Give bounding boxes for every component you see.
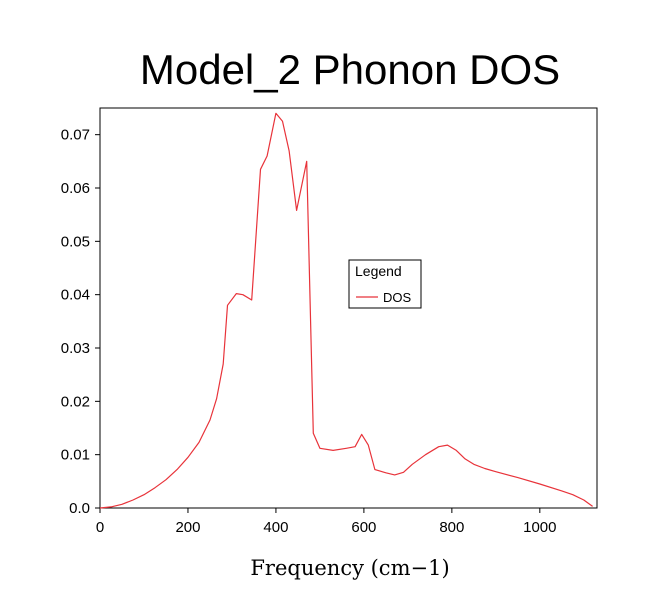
y-tick-label: 0.03 bbox=[61, 340, 90, 357]
x-tick-label: 200 bbox=[175, 519, 200, 536]
y-tick-label: 0.02 bbox=[61, 393, 90, 410]
chart-title: Model_2 Phonon DOS bbox=[140, 46, 560, 93]
y-tick-label: 0.07 bbox=[61, 127, 90, 144]
x-tick-label: 400 bbox=[263, 519, 288, 536]
y-tick-label: 0.0 bbox=[69, 500, 90, 517]
x-tick-label: 0 bbox=[96, 519, 104, 536]
y-axis: 0.0 0.01 0.02 0.03 0.04 0.05 0.06 0.07 bbox=[61, 127, 100, 517]
y-tick-label: 0.01 bbox=[61, 447, 90, 464]
legend: Legend DOS bbox=[348, 259, 422, 309]
plot-frame bbox=[99, 107, 598, 509]
plot-area: 0.0 0.01 0.02 0.03 0.04 0.05 0.06 0.07 0 200 400 6… bbox=[61, 107, 598, 536]
x-tick-label: 800 bbox=[439, 519, 464, 536]
x-tick-label: 1000 bbox=[523, 519, 556, 536]
series-layer bbox=[99, 112, 593, 509]
y-tick-label: 0.06 bbox=[61, 180, 90, 197]
legend-title: Legend bbox=[355, 263, 402, 279]
y-tick-label: 0.04 bbox=[61, 287, 90, 304]
x-axis-label: Frequency (cm−1) bbox=[250, 556, 449, 580]
legend-box bbox=[348, 259, 422, 309]
y-tick-label: 0.05 bbox=[61, 233, 90, 250]
x-tick-label: 600 bbox=[351, 519, 376, 536]
series-line-dos bbox=[99, 112, 593, 509]
x-axis: 0 200 400 600 800 1000 bbox=[96, 508, 557, 536]
legend-entry-dos: DOS bbox=[383, 290, 412, 305]
